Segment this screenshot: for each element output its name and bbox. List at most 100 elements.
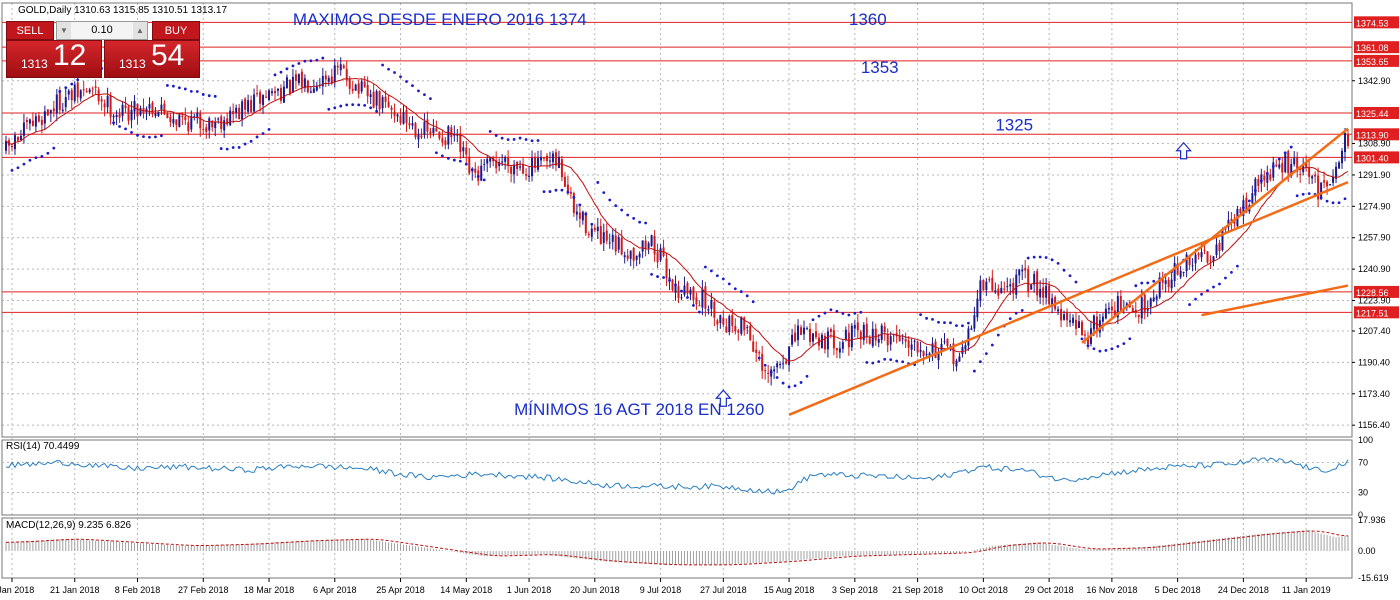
candle-body xyxy=(468,156,471,174)
psar-dot xyxy=(1092,347,1096,351)
level-label: 1228.56 xyxy=(1356,288,1389,298)
candle-body xyxy=(620,238,623,255)
candle-body xyxy=(250,100,253,112)
psar-dot xyxy=(130,131,133,134)
candle-body xyxy=(1051,298,1054,307)
candle-body xyxy=(489,156,492,162)
candle-body xyxy=(665,258,668,279)
sell-price[interactable]: 1313 12 xyxy=(6,39,102,78)
candle-body xyxy=(321,75,324,87)
candle-body xyxy=(1009,284,1012,287)
candle-body xyxy=(716,320,719,325)
annotations: MAXIMOS DESDE ENERO 2016 1374 1360 1353 132… xyxy=(293,10,1192,419)
psar-dot xyxy=(345,103,349,107)
level-tag xyxy=(1354,306,1399,319)
psar-dot xyxy=(183,87,187,91)
candle-body xyxy=(393,111,396,116)
macd-tick-label: 17.936 xyxy=(1358,515,1386,525)
chevron-down-icon[interactable]: ▼ xyxy=(57,22,71,39)
candle-body xyxy=(922,351,925,356)
psar-dot xyxy=(255,135,259,139)
candle-body xyxy=(136,103,139,117)
candle-body xyxy=(1326,181,1329,187)
candle-body xyxy=(169,116,172,123)
rsi-header: RSI(14) 70.4499 xyxy=(6,441,80,452)
date-tick-label: 2 Jan 2018 xyxy=(0,585,34,595)
candle-body xyxy=(647,243,650,249)
candle-body xyxy=(847,332,850,348)
candle-body xyxy=(943,341,946,343)
candle-body xyxy=(913,340,916,342)
psar-dot xyxy=(775,376,779,379)
psar-dot xyxy=(1295,194,1299,198)
psar-dot xyxy=(787,385,791,389)
candle-body xyxy=(1173,263,1176,281)
sell-button[interactable]: SELL xyxy=(6,21,54,40)
psar-dot xyxy=(446,157,450,160)
main-frame xyxy=(1,2,1353,438)
rsi-tick-label: 100 xyxy=(1358,435,1373,445)
candle-body xyxy=(1066,311,1069,321)
psar-dot xyxy=(369,106,373,110)
psar-dot xyxy=(1337,201,1341,205)
candle-body xyxy=(820,334,823,349)
psar-dot xyxy=(273,73,277,77)
candle-body xyxy=(991,277,994,291)
buy-price[interactable]: 1313 54 xyxy=(104,39,200,78)
psar-dot xyxy=(1098,349,1102,353)
psar-dot xyxy=(709,269,713,273)
psar-dot xyxy=(1062,268,1066,272)
candle-body xyxy=(764,370,767,372)
candle-body xyxy=(127,106,130,121)
date-tick-label: 8 Feb 2018 xyxy=(115,585,161,595)
candle-body xyxy=(205,127,208,133)
psar-dot xyxy=(440,154,444,158)
candle-body xyxy=(674,283,677,293)
lot-size-field[interactable]: ▼ 0.10 ▲ xyxy=(56,21,148,40)
candle-body xyxy=(184,116,187,120)
candle-body xyxy=(52,108,55,112)
candle-body xyxy=(208,118,211,131)
candle-body xyxy=(985,281,988,291)
date-tick-label: 9 Jul 2018 xyxy=(640,585,682,595)
candle-body xyxy=(901,338,904,340)
psar-dot xyxy=(548,190,552,193)
candle-body xyxy=(34,116,37,127)
psar-dot xyxy=(680,289,683,293)
psar-dot xyxy=(112,121,115,125)
psar-dot xyxy=(889,358,893,362)
candle-body xyxy=(686,283,689,294)
psar-dot xyxy=(488,129,492,133)
psar-dot xyxy=(721,277,725,281)
psar-dot xyxy=(769,370,773,374)
candle-body xyxy=(1275,164,1278,167)
candle-body xyxy=(617,237,620,250)
psar-dot xyxy=(584,212,588,216)
candle-body xyxy=(779,364,782,366)
date-tick-label: 6 Apr 2018 xyxy=(313,585,357,595)
chevron-up-icon[interactable]: ▲ xyxy=(133,22,147,39)
candle-body xyxy=(1018,269,1021,276)
buy-button[interactable]: BUY xyxy=(152,21,200,40)
psar-dot xyxy=(686,296,689,299)
candle-body xyxy=(480,165,483,181)
psar-dot xyxy=(148,135,151,139)
psar-dot xyxy=(189,90,193,93)
psar-dot xyxy=(1206,289,1209,293)
candle-body xyxy=(719,315,722,324)
candle-body xyxy=(773,369,776,372)
psar-dot xyxy=(620,208,624,212)
candle-body xyxy=(235,107,238,113)
candle-body xyxy=(746,327,749,329)
candle-body xyxy=(853,325,856,329)
candle-body xyxy=(97,89,100,102)
psar-dot xyxy=(662,276,665,279)
level-tag xyxy=(1354,285,1399,298)
price-tick-label: 1274.90 xyxy=(1358,201,1391,211)
lot-size-value[interactable]: 0.10 xyxy=(91,24,113,36)
candle-body xyxy=(1308,167,1311,177)
candle-body xyxy=(441,138,444,143)
candle-body xyxy=(644,240,647,249)
psar-dot xyxy=(1134,284,1138,288)
price-tick-label: 1240.90 xyxy=(1358,264,1391,274)
